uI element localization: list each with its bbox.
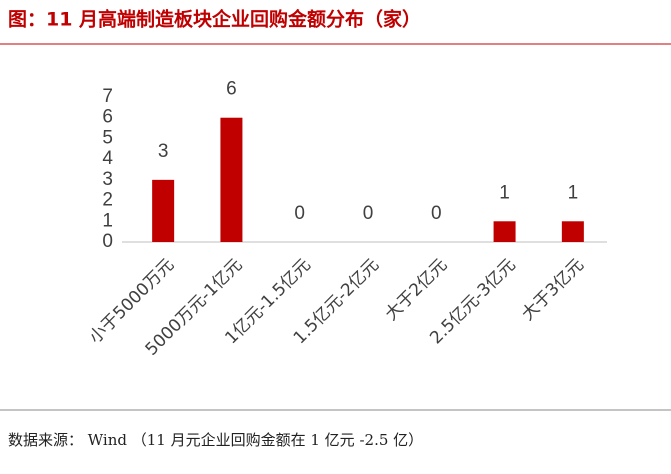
value-label: 3: [158, 141, 169, 162]
title: 图：11 月高端制造板块企业回购金额分布（家）: [8, 8, 421, 31]
value-label: 0: [294, 203, 305, 224]
bar: [152, 179, 175, 242]
x-tick-label: 大于3亿元: [518, 255, 588, 325]
bar: [220, 117, 243, 242]
bar: [493, 221, 516, 242]
y-tick-label: 0: [102, 231, 113, 252]
y-tick-label: 2: [102, 190, 113, 211]
y-tick-label: 4: [102, 148, 113, 169]
value-label: 1: [568, 182, 579, 203]
x-tick-label: 大于2亿元: [381, 255, 451, 325]
value-label: 1: [499, 182, 510, 203]
y-tick-label: 6: [102, 107, 113, 128]
value-label: 6: [226, 79, 237, 100]
y-tick-label: 7: [102, 86, 113, 107]
y-tick-label: 3: [102, 169, 113, 190]
y-tick-label: 5: [102, 127, 113, 148]
value-label: 0: [431, 203, 442, 224]
source: 数据来源： Wind （11 月元企业回购金额在 1 亿元 -2.5 亿）: [8, 431, 423, 449]
bar: [561, 221, 584, 242]
y-tick-label: 1: [102, 210, 113, 231]
value-label: 0: [363, 203, 374, 224]
